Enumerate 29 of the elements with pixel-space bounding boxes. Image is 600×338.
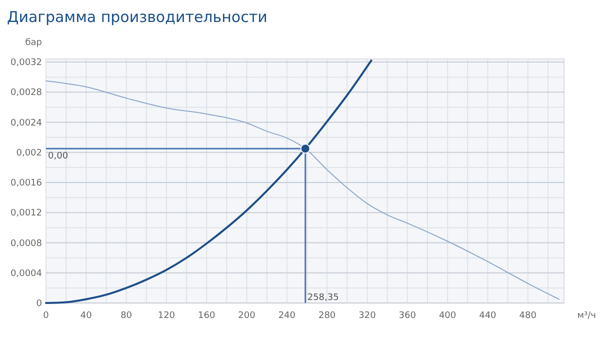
y-tick-label: 0,0024 xyxy=(10,118,42,128)
y-tick-label: 0,0012 xyxy=(10,208,42,219)
chart-title: Диаграмма производительности xyxy=(7,8,268,26)
y-tick-label: 0,0008 xyxy=(10,238,42,249)
y-tick-label: 0,002 xyxy=(16,148,42,158)
x-tick-label: 280 xyxy=(318,311,336,321)
x-tick-label: 360 xyxy=(398,311,416,321)
x-tick-label: 400 xyxy=(438,311,456,321)
ref-line-label: 0,00 xyxy=(48,152,68,162)
x-tick-label: 40 xyxy=(80,311,92,321)
line-series xyxy=(46,80,560,300)
x-axis-title: м³/ч xyxy=(577,311,596,321)
y-tick-label: 0,0016 xyxy=(10,178,42,189)
x-tick-label: 80 xyxy=(120,311,132,321)
x-tick-label: 440 xyxy=(479,311,497,321)
x-tick-label: 0 xyxy=(43,311,50,321)
x-tick-label: 240 xyxy=(278,311,296,321)
x-tick-label: 320 xyxy=(358,311,376,321)
y-tick-label: 0,0004 xyxy=(10,268,42,279)
ref-line-label: 258,35 xyxy=(307,293,339,303)
line-series xyxy=(45,60,372,304)
x-tick-label: 200 xyxy=(238,311,256,321)
y-axis-title: бар xyxy=(25,38,42,48)
y-tick-label: 0 xyxy=(36,299,42,309)
y-tick-label: 0,0032 xyxy=(10,58,42,68)
y-tick-label: 0,0028 xyxy=(10,88,42,98)
x-tick-label: 160 xyxy=(198,311,216,321)
x-tick-label: 120 xyxy=(158,311,176,321)
x-tick-label: 480 xyxy=(519,311,537,321)
